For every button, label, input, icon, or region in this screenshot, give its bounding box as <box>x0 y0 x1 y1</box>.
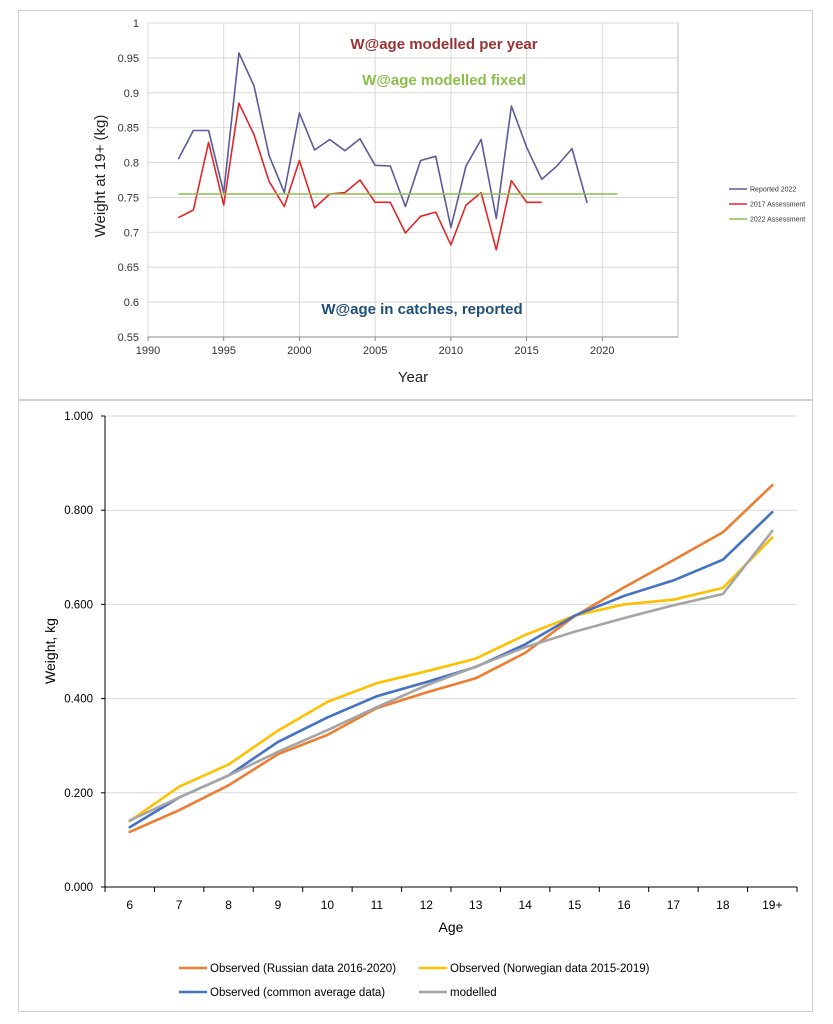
x-tick-label: 6 <box>126 898 133 912</box>
annotation-catches-reported: W@age in catches, reported <box>321 301 522 318</box>
y-tick-label: 0.600 <box>64 599 93 611</box>
legend-label-observed-russian-data-2016-2020: Observed (Russian data 2016-2020) <box>210 963 396 975</box>
y-axis-title: Weight at 19+ (kg) <box>92 115 109 238</box>
y-tick-label: 0.7 <box>124 227 139 239</box>
series-line-observed-russian-data-2016-2020 <box>128 483 774 834</box>
x-tick-label: 16 <box>617 898 631 912</box>
series-line-observed-norwegian-data-2015-2019 <box>128 536 774 823</box>
x-tick-label: 18 <box>716 898 730 912</box>
y-tick-label: 0.55 <box>118 332 139 344</box>
x-axis-title: Year <box>398 369 428 386</box>
y-tick-label: 0.65 <box>118 262 139 274</box>
x-tick-label: 7 <box>176 898 183 912</box>
legend-label-2022-assessment: 2022 Assessment <box>750 217 805 224</box>
legend-label-2017-assessment: 2017 Assessment <box>750 202 805 209</box>
top-chart-panel: 0.55 0.6 0.65 0.7 0.75 0.8 0.85 0.9 0.95 1 1990 199… <box>18 10 813 400</box>
weight-19plus-by-year-chart: 0.55 0.6 0.65 0.7 0.75 0.8 0.85 0.9 0.95 1 1990 199… <box>92 18 806 386</box>
x-tick-label: 1990 <box>136 345 160 357</box>
legend-label-modelled: modelled <box>450 987 497 999</box>
series-line-reported-2022 <box>177 52 588 229</box>
y-tick-label: 0.000 <box>64 882 93 894</box>
weight-by-age-chart: 0.000 0.200 0.400 0.600 0.800 1.000 6 7 8 9 10 11 12… <box>42 411 798 999</box>
y-tick-label: 0.75 <box>118 192 139 204</box>
y-tick-label: 0.400 <box>64 694 93 706</box>
x-tick-label: 12 <box>420 898 434 912</box>
x-tick-label: 14 <box>518 898 532 912</box>
y-tick-label: 0.200 <box>64 788 93 800</box>
y-tick-label: 0.8 <box>124 158 139 170</box>
x-tick-label: 2020 <box>590 345 614 357</box>
series-line-2017-assessment <box>177 102 542 251</box>
x-tick-label: 10 <box>321 898 335 912</box>
x-tick-label: 2015 <box>514 345 538 357</box>
x-tick-label: 8 <box>225 898 232 912</box>
legend-label-observed-norwegian-data-2015-2019: Observed (Norwegian data 2015-2019) <box>450 963 650 975</box>
x-tick-label: 1995 <box>211 345 235 357</box>
bottom-chart-panel: 0.000 0.200 0.400 0.600 0.800 1.000 6 7 8 9 10 11 12… <box>18 400 813 1012</box>
x-tick-label: 17 <box>667 898 681 912</box>
y-tick-label: 0.800 <box>64 505 93 517</box>
y-tick-label: 1.000 <box>64 411 93 423</box>
annotation-modelled-per-year: W@age modelled per year <box>350 36 537 53</box>
y-tick-label: 1 <box>133 18 139 30</box>
series-line-modelled <box>128 529 774 822</box>
x-tick-label: 11 <box>371 898 384 912</box>
legend-label-reported-2022: Reported 2022 <box>750 187 796 194</box>
x-axis-title: Age <box>439 919 464 935</box>
legend-label-observed-common-average-data: Observed (common average data) <box>210 987 385 999</box>
x-tick-label: 2000 <box>287 345 311 357</box>
x-tick-label: 13 <box>469 898 483 912</box>
x-tick-label: 15 <box>568 898 582 912</box>
series-line-observed-common-average-data <box>128 510 774 829</box>
chart2-plot-group: 0.000 0.200 0.400 0.600 0.800 1.000 6 7 8 9 10 11 12… <box>64 411 798 999</box>
x-tick-label: 19+ <box>762 898 782 912</box>
annotation-modelled-fixed: W@age modelled fixed <box>362 72 526 89</box>
y-axis-title: Weight, kg <box>42 618 58 684</box>
y-tick-label: 0.6 <box>124 297 139 309</box>
y-tick-label: 0.95 <box>118 53 139 65</box>
x-tick-label: 9 <box>275 898 282 912</box>
x-tick-label: 2005 <box>363 345 387 357</box>
y-tick-label: 0.9 <box>124 88 139 100</box>
y-tick-label: 0.85 <box>118 123 139 135</box>
chart1-plot-group: 0.55 0.6 0.65 0.7 0.75 0.8 0.85 0.9 0.95 1 1990 199… <box>118 18 806 357</box>
x-tick-label: 2010 <box>439 345 463 357</box>
